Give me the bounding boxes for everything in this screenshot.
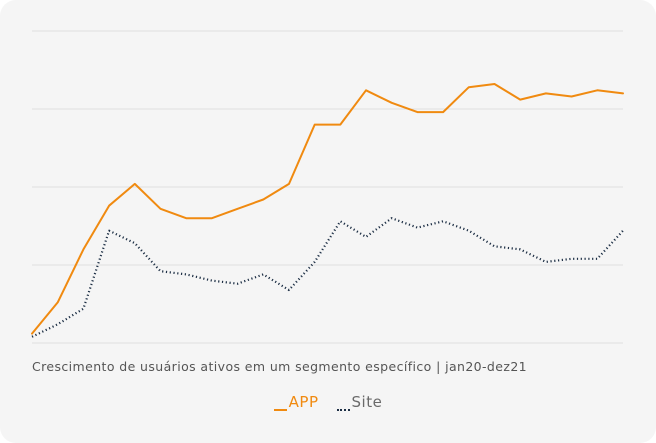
legend-label-site: Site [351,393,383,411]
series-line-site [31,217,624,338]
legend-item-app: APP [273,393,319,411]
gridlines [32,30,623,344]
legend-swatch-app [273,399,287,411]
legend-swatch-site [336,399,350,411]
chart-caption: Crescimento de usuários ativos em um seg… [32,359,528,374]
legend-label-app: APP [288,393,319,411]
series-lines [31,83,624,338]
legend-item-site: Site [336,393,383,411]
series-line-app [31,83,624,335]
legend: APP Site [0,391,656,413]
